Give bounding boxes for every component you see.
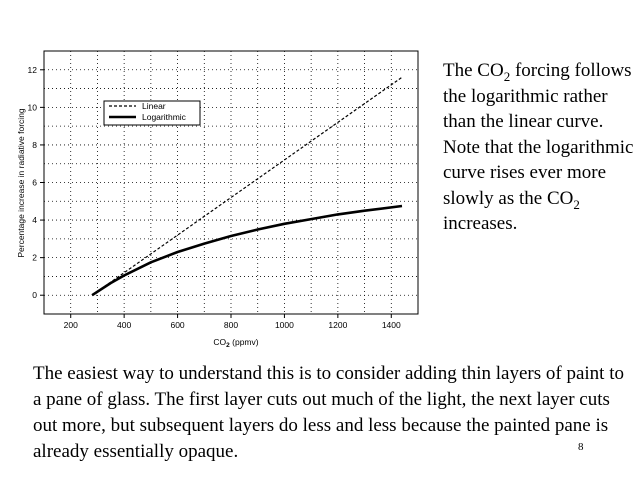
page-number: 8 <box>578 441 584 453</box>
x-axis-label: CO2 (ppmv) <box>213 337 258 349</box>
series-line-linear <box>91 76 403 296</box>
y-axis-label: Percentage increase in radiative forcing <box>16 108 26 258</box>
x-tick-label: 800 <box>224 320 238 330</box>
y-tick-label: 4 <box>32 215 37 225</box>
legend-log-label: Logarithmic <box>142 112 187 122</box>
y-tick-label: 2 <box>32 253 37 263</box>
x-tick-label: 400 <box>117 320 131 330</box>
axis-ticks: 200 400 600 800 1000 1200 1400 0 2 4 6 8 10 12 <box>28 65 401 330</box>
co2-forcing-chart: 200 400 600 800 1000 1200 1400 0 2 4 6 8 10 12 Linear… <box>16 50 419 349</box>
y-tick-label: 0 <box>32 290 37 300</box>
grid-lines <box>44 51 418 314</box>
side-note: The CO2 forcing follows the logarithmic … <box>443 60 634 234</box>
series-lines <box>91 76 403 297</box>
y-tick-label: 12 <box>28 65 38 75</box>
legend-box <box>103 100 201 126</box>
y-tick-label: 10 <box>28 102 38 112</box>
legend-linear-label: Linear <box>142 101 166 111</box>
legend: Linear Logarithmic <box>103 100 201 126</box>
y-tick-label: 6 <box>32 178 37 188</box>
series-line-logarithmic <box>91 204 403 297</box>
y-tick-label: 8 <box>32 140 37 150</box>
x-tick-label: 1400 <box>382 320 401 330</box>
x-tick-label: 1000 <box>275 320 294 330</box>
explanation-paragraph: The easiest way to understand this is to… <box>33 363 624 462</box>
x-tick-label: 200 <box>64 320 78 330</box>
x-tick-label: 600 <box>170 320 184 330</box>
x-tick-label: 1200 <box>328 320 347 330</box>
